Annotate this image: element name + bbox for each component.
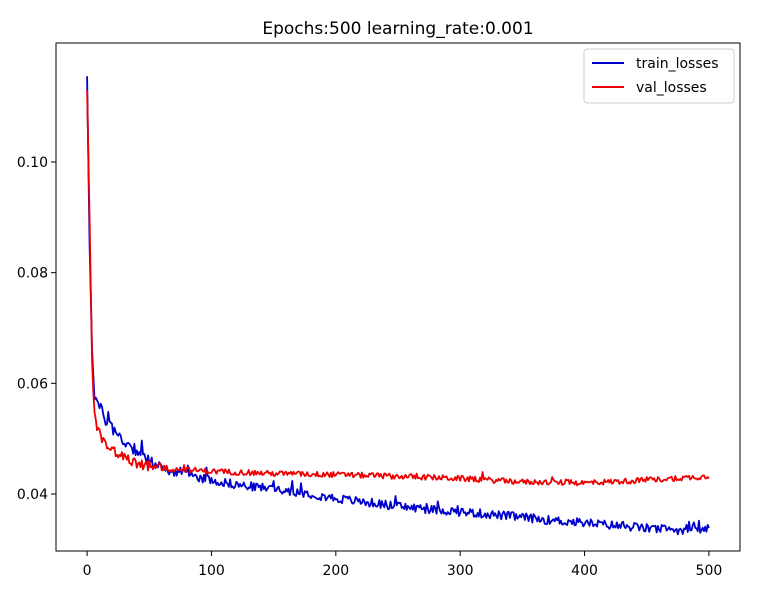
y-tick-label: 0.06 <box>17 376 48 392</box>
y-tick-label: 0.08 <box>17 266 48 282</box>
y-tick-label: 0.10 <box>17 155 48 171</box>
plot-area: 0 100 200 300 400 500 0.04 0.06 0.08 0.10 <box>17 42 741 579</box>
chart-title: Epochs:500 learning_rate:0.001 <box>262 19 533 39</box>
x-tick-label: 0 <box>83 563 92 579</box>
legend-label-val_losses: val_losses <box>636 80 707 96</box>
x-tick-label: 200 <box>322 563 349 579</box>
x-tick-label: 500 <box>696 563 723 579</box>
legend-label-train_losses: train_losses <box>636 56 719 72</box>
axes-frame <box>55 42 741 552</box>
x-tick-label: 400 <box>571 563 598 579</box>
y-tick-label: 0.04 <box>17 487 48 503</box>
legend: train_losses val_losses <box>583 48 735 104</box>
x-tick-label: 300 <box>447 563 474 579</box>
x-tick-label: 100 <box>198 563 225 579</box>
series-line-val_losses <box>86 90 710 487</box>
series-line-train_losses <box>86 76 710 536</box>
